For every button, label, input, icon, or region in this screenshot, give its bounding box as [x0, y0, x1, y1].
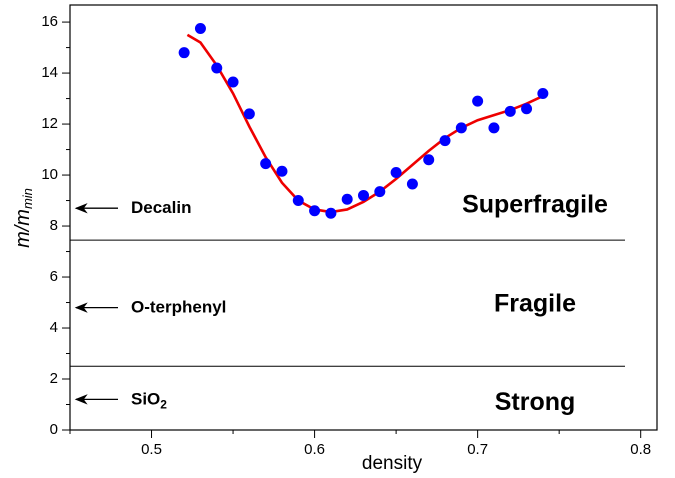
data-point	[423, 154, 435, 166]
y-label-main: m/m	[12, 209, 34, 248]
x-tick-label: 0.6	[304, 441, 325, 458]
arrow-label-main: SiO	[131, 390, 160, 409]
data-point	[488, 122, 500, 134]
data-point	[455, 122, 467, 134]
y-tick-label: 14	[41, 64, 58, 81]
y-tick-label: 10	[41, 166, 58, 183]
region-label: Superfragile	[462, 190, 608, 218]
arrow-label-main: Decalin	[131, 199, 191, 218]
x-tick-label: 0.5	[141, 441, 162, 458]
data-point	[472, 95, 484, 107]
data-point	[178, 47, 190, 59]
data-point	[406, 178, 418, 190]
y-label-sub: min	[20, 188, 35, 209]
data-point	[537, 87, 549, 99]
plot-frame	[69, 4, 658, 431]
arrow-label: O-terphenyl	[131, 298, 226, 317]
x-tick-label: 0.7	[467, 441, 488, 458]
x-axis-label: density	[362, 453, 423, 474]
arrow-label-main: O-terphenyl	[131, 298, 226, 317]
data-point	[260, 158, 272, 170]
arrow-label: Decalin	[131, 199, 191, 218]
data-point	[292, 195, 304, 207]
arrow-label-sub: 2	[160, 398, 167, 412]
data-point	[341, 193, 353, 205]
data-point	[227, 76, 239, 88]
data-point	[521, 103, 533, 115]
fit-line	[186, 33, 544, 214]
y-tick-label: 2	[50, 370, 58, 387]
y-tick-label: 12	[41, 115, 58, 132]
data-point	[211, 62, 223, 74]
region-label: Strong	[495, 388, 576, 416]
data-point	[194, 22, 206, 34]
y-tick-label: 6	[50, 268, 58, 285]
y-tick-label: 0	[50, 421, 58, 438]
data-point	[504, 105, 516, 117]
data-point	[309, 205, 321, 217]
y-tick-label: 8	[50, 217, 58, 234]
arrow-label: SiO2	[131, 390, 167, 412]
data-point	[276, 165, 288, 177]
data-point	[374, 186, 386, 198]
data-point	[243, 108, 255, 120]
x-tick-label: 0.8	[630, 441, 651, 458]
data-point	[325, 207, 337, 219]
y-tick-label: 16	[41, 13, 58, 30]
data-point	[358, 189, 369, 201]
region-label: Fragile	[494, 290, 576, 318]
y-tick-label: 4	[50, 319, 58, 336]
data-point	[439, 135, 451, 147]
data-point	[390, 167, 402, 179]
y-axis-label: m/mmin	[12, 188, 35, 248]
